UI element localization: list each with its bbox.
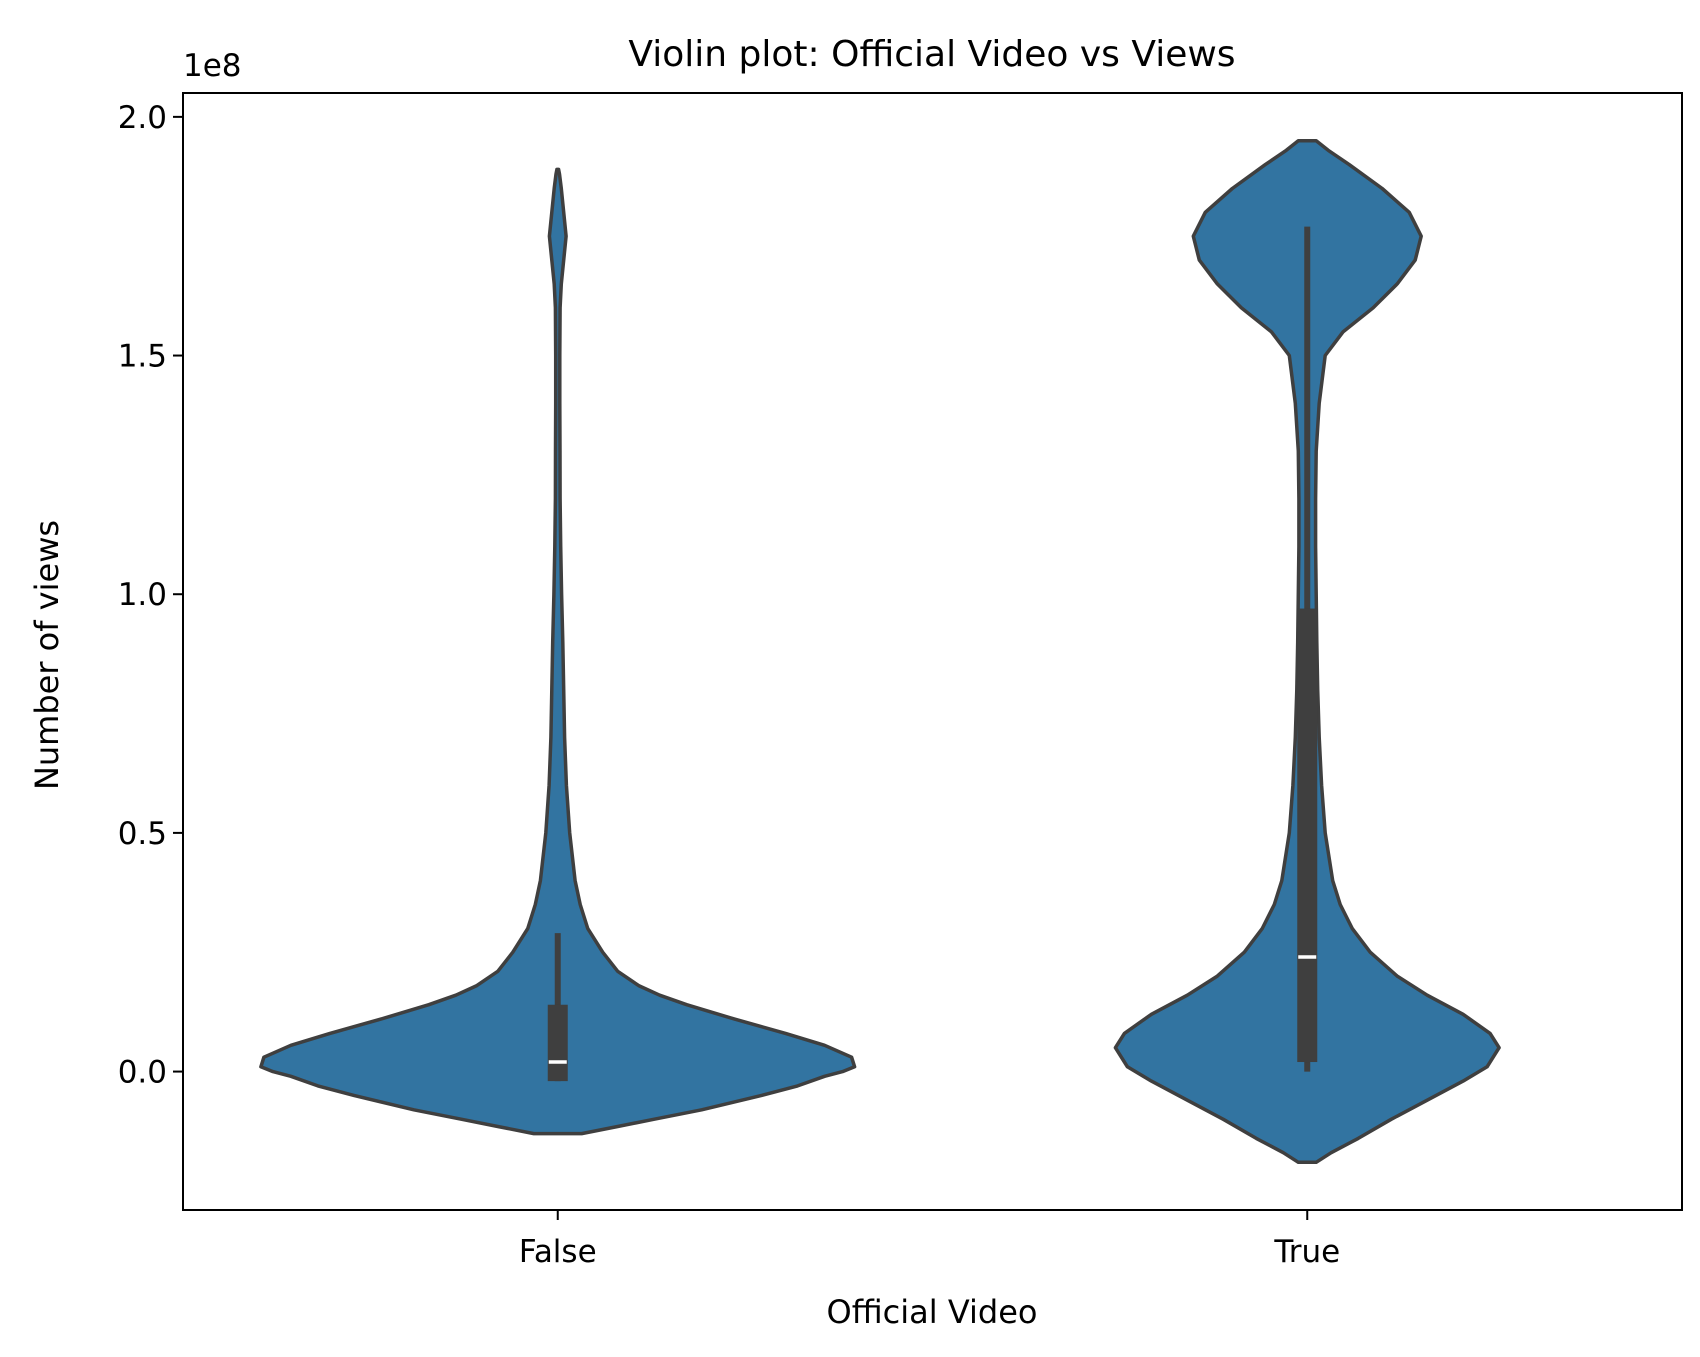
violins-layer [259, 138, 1501, 1165]
y-tick-label: 2.0 [118, 100, 167, 136]
x-axis-label: Official Video [827, 1293, 1038, 1331]
x-tick-label: False [519, 1234, 597, 1270]
y-tick-label: 0.5 [118, 816, 167, 852]
chart-title: Violin plot: Official Video vs Views [628, 34, 1235, 75]
iqr-box-true [1297, 608, 1318, 1063]
y-axis-offset-label: 1e8 [183, 48, 242, 84]
plot-frame [182, 92, 1683, 1211]
y-tick-label: 1.5 [118, 339, 167, 375]
y-tick-label: 1.0 [118, 577, 167, 613]
iqr-box-false [547, 1004, 568, 1082]
y-tick-label: 0.0 [118, 1055, 167, 1091]
y-axis-label: Number of views [28, 520, 66, 790]
violin-body-false [259, 167, 857, 1136]
axes-layer: 0.0 0.5 1.0 1.5 2.0 False True [118, 92, 1683, 1270]
x-tick-label: True [1273, 1234, 1340, 1270]
